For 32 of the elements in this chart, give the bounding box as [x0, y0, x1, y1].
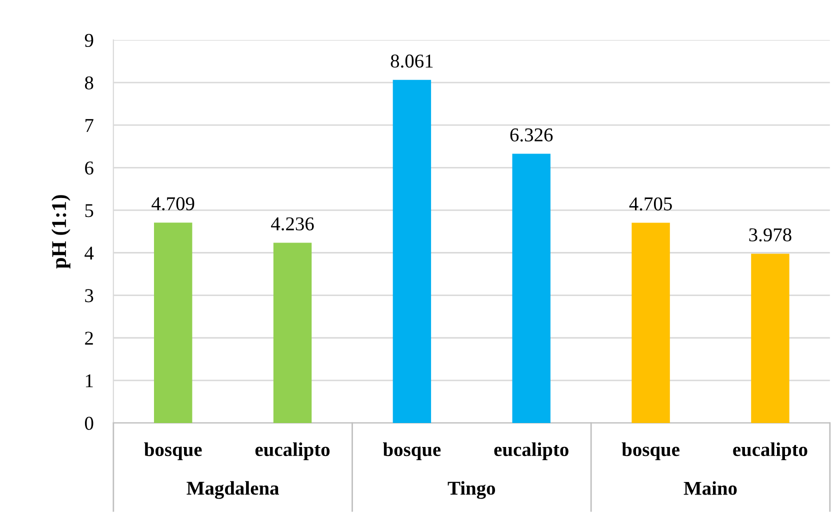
y-tick-label: 4 — [84, 246, 94, 260]
data-label: 4.705 — [629, 197, 672, 211]
y-axis-title: pH (1:1) — [51, 195, 70, 269]
data-label: 4.236 — [271, 217, 314, 231]
x-tick-label: eucalipto — [494, 442, 568, 460]
x-tick-label: eucalipto — [255, 442, 330, 460]
x-tick-label: bosque — [622, 442, 680, 460]
text: Magdalena — [186, 481, 279, 499]
y-tick-label: 1 — [86, 374, 93, 388]
y-tick-label: 8 — [84, 76, 94, 90]
data-label: 4.709 — [152, 197, 194, 210]
x-tick-label: bosque — [383, 442, 441, 460]
data-label: 6.326 — [510, 128, 553, 142]
y-tick-label: 3 — [85, 289, 94, 302]
data-label: 3.978 — [749, 228, 792, 242]
data-label: 8.061 — [390, 54, 433, 68]
text: Tingo — [448, 481, 496, 499]
y-tick-label: 6 — [85, 162, 94, 175]
bar — [632, 222, 670, 423]
bar — [512, 154, 550, 423]
x-tick-label: bosque — [144, 442, 202, 460]
text: Maino — [684, 481, 737, 495]
bar — [154, 222, 192, 423]
y-tick-label: 0 — [84, 416, 94, 430]
bar — [273, 242, 312, 423]
y-tick-label: 5 — [85, 204, 94, 218]
y-tick-label: 7 — [86, 119, 94, 132]
y-tick-label: 2 — [85, 332, 93, 345]
bar — [751, 254, 790, 423]
bar — [392, 80, 432, 423]
x-tick-label: eucalipto — [733, 442, 808, 460]
y-tick-label: 9 — [84, 34, 94, 47]
